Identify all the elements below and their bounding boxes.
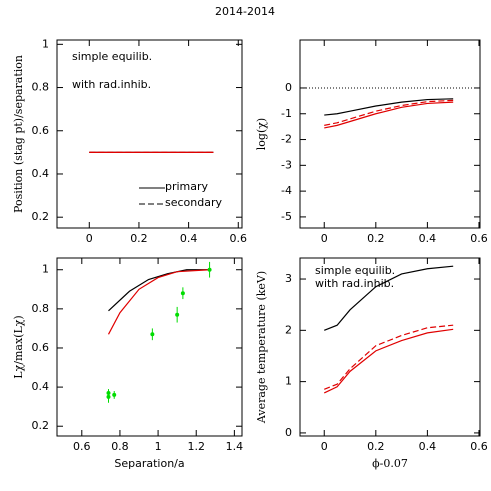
- series-line: [324, 101, 454, 129]
- x-tick-label: 0.2: [367, 440, 385, 453]
- y-tick-label: 1: [42, 37, 49, 50]
- y-axis-label: Position (stag pt)/separation: [12, 55, 25, 213]
- x-tick-label: 0.6: [470, 440, 488, 453]
- y-tick-label: 1: [285, 375, 292, 388]
- x-tick-label: 0.4: [419, 440, 437, 453]
- y-axis-label: log(χ): [255, 118, 268, 150]
- annotation: with rad.inhib.: [315, 277, 394, 290]
- y-tick-label: 0.8: [32, 81, 50, 94]
- y-tick-label: -5: [281, 210, 292, 223]
- y-tick-label: -4: [281, 184, 292, 197]
- data-point: [150, 332, 155, 337]
- x-tick-label: 0.4: [180, 232, 198, 245]
- data-point: [180, 291, 185, 296]
- series-line: [324, 99, 454, 126]
- y-tick-label: 0.2: [32, 210, 50, 223]
- plot-frame: [299, 257, 481, 437]
- y-tick-label: 0: [285, 426, 292, 439]
- x-tick-label: 0.6: [230, 232, 248, 245]
- figure-title: 2014-2014: [215, 5, 275, 18]
- x-tick-label: 0.4: [419, 232, 437, 245]
- legend-label: secondary: [165, 196, 222, 209]
- x-tick-label: 1.2: [187, 440, 205, 453]
- y-tick-label: 0.4: [32, 167, 50, 180]
- y-tick-label: 1: [42, 263, 49, 276]
- y-tick-label: 2: [285, 323, 292, 336]
- x-tick-label: 0.8: [111, 440, 129, 453]
- series-line: [108, 269, 210, 312]
- y-tick-label: 0.8: [32, 302, 50, 315]
- y-axis-label: Average temperature (keV): [255, 271, 268, 424]
- x-tick-label: 0: [86, 232, 93, 245]
- data-point: [207, 267, 212, 272]
- y-tick-label: 0.4: [32, 380, 50, 393]
- series-line: [324, 265, 454, 331]
- annotation: simple equilib.: [315, 264, 395, 277]
- y-tick-label: 0.2: [32, 419, 50, 432]
- series-line: [324, 324, 454, 390]
- y-tick-label: -2: [281, 133, 292, 146]
- plot-frame: [56, 39, 243, 229]
- annotation: with rad.inhib.: [72, 78, 151, 91]
- annotation: simple equilib.: [72, 50, 152, 63]
- y-tick-label: -1: [281, 107, 292, 120]
- x-tick-label: 0.6: [470, 232, 488, 245]
- plot-frame: [56, 257, 243, 437]
- legend-label: primary: [165, 180, 209, 193]
- y-tick-label: 0.6: [32, 341, 50, 354]
- x-tick-label: 0.2: [130, 232, 148, 245]
- data-point: [112, 392, 117, 397]
- y-tick-label: 3: [285, 272, 292, 285]
- x-tick-label: 1: [155, 440, 162, 453]
- series-line: [107, 269, 210, 335]
- y-tick-label: 0: [285, 81, 292, 94]
- x-tick-label: 0.6: [73, 440, 91, 453]
- x-tick-label: 0: [321, 232, 328, 245]
- x-tick-label: 0.2: [367, 232, 385, 245]
- y-tick-label: -3: [281, 158, 292, 171]
- series-line: [324, 98, 454, 116]
- y-tick-label: 0.6: [32, 124, 50, 137]
- data-point: [106, 390, 111, 395]
- series-line: [323, 328, 454, 394]
- y-axis-label: Lχ/max(Lχ): [12, 315, 25, 378]
- x-axis-label: Separation/a: [114, 457, 184, 470]
- data-point: [175, 312, 180, 317]
- x-axis-label: ϕ-0.07: [372, 457, 408, 470]
- x-tick-label: 0: [321, 440, 328, 453]
- plot-frame: [299, 39, 481, 229]
- x-tick-label: 1.4: [226, 440, 244, 453]
